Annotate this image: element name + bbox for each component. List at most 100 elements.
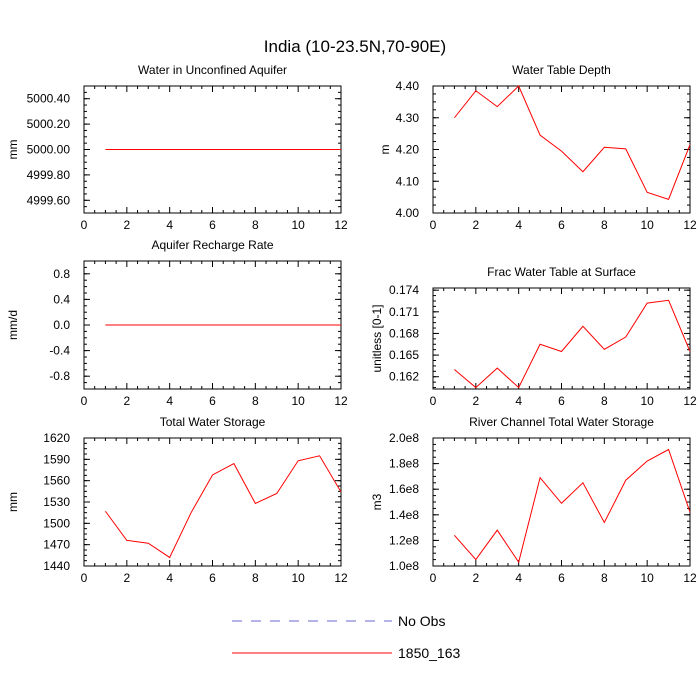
legend-label: 1850_163 (398, 645, 461, 661)
x-tick-label: 10 (640, 394, 654, 408)
plot-frame (432, 437, 691, 567)
y-tick-label: 4.10 (396, 174, 420, 188)
y-tick-label: 0.174 (389, 283, 419, 297)
chart-panel: Water Table Depth m 0 2 4 6 8 10 12 4.00 4.10 4.20 4… (378, 63, 697, 232)
y-tick-label: 1530 (43, 495, 70, 509)
x-tick-label: 4 (166, 571, 173, 585)
y-tick-label: 5000.00 (27, 143, 71, 157)
y-tick-label: 0.0 (53, 318, 70, 332)
figure-title: India (10-23.5N,70-90E) (264, 37, 446, 56)
y-tick-label: 1590 (43, 452, 70, 466)
x-tick-label: 8 (601, 394, 608, 408)
y-tick-label: 0.162 (389, 370, 419, 384)
chart-panel: Water in Unconfined Aquifer mm 0 2 4 6 8 10 12 49… (6, 63, 348, 232)
x-tick-label: 4 (166, 394, 173, 408)
x-tick-label: 2 (472, 571, 479, 585)
series-line (105, 455, 342, 559)
plot-frame (432, 287, 691, 390)
x-tick-label: 12 (683, 394, 697, 408)
series-line (454, 448, 691, 564)
x-tick-label: 2 (472, 218, 479, 232)
x-tick-label: 4 (515, 218, 522, 232)
legend-label: No Obs (398, 613, 445, 629)
chart-panel: Total Water Storage mm 0 2 4 6 8 10 12 1440 1470 15… (6, 415, 348, 585)
plot-frame (83, 437, 342, 567)
x-tick-label: 12 (334, 218, 348, 232)
y-tick-label: 5000.20 (27, 117, 71, 131)
y-axis-label: m (378, 145, 392, 155)
x-tick-label: 12 (334, 394, 348, 408)
x-tick-label: 6 (558, 394, 565, 408)
chart-title: Aquifer Recharge Rate (151, 238, 273, 252)
x-tick-label: 6 (558, 571, 565, 585)
y-tick-label: -0.8 (49, 369, 70, 383)
x-tick-label: 2 (472, 394, 479, 408)
y-tick-label: 5000.40 (27, 92, 71, 106)
x-tick-label: 10 (640, 218, 654, 232)
y-tick-label: 4.30 (396, 111, 420, 125)
x-tick-label: 2 (123, 394, 130, 408)
y-axis-label: mm (6, 140, 20, 160)
chart-panel: Aquifer Recharge Rate mm/d 0 2 4 6 8 10 12 -0.8 -0… (6, 238, 348, 408)
x-tick-label: 6 (209, 218, 216, 232)
y-tick-label: 1.2e8 (389, 533, 419, 547)
x-tick-label: 6 (558, 218, 565, 232)
x-tick-label: 12 (683, 571, 697, 585)
y-tick-label: 1620 (43, 431, 70, 445)
x-tick-label: 10 (640, 571, 654, 585)
x-tick-label: 4 (515, 394, 522, 408)
x-tick-label: 0 (81, 394, 88, 408)
y-tick-label: 1560 (43, 474, 70, 488)
y-tick-label: 4.20 (396, 143, 420, 157)
x-tick-label: 10 (291, 218, 305, 232)
chart-title: Total Water Storage (160, 415, 266, 429)
x-tick-label: 6 (209, 394, 216, 408)
y-tick-label: 1.8e8 (389, 457, 419, 471)
x-tick-label: 8 (601, 218, 608, 232)
x-tick-label: 10 (291, 394, 305, 408)
y-tick-label: 4999.80 (27, 168, 71, 182)
y-tick-label: 0.8 (53, 267, 70, 281)
chart-title: Water in Unconfined Aquifer (138, 63, 287, 77)
y-tick-label: 1.6e8 (389, 482, 419, 496)
x-tick-label: 12 (334, 571, 348, 585)
panels: Water in Unconfined Aquifer mm 0 2 4 6 8 10 12 49… (6, 63, 697, 585)
y-tick-label: 1.4e8 (389, 508, 419, 522)
y-tick-label: 1440 (43, 559, 70, 573)
x-tick-label: 10 (291, 571, 305, 585)
chart-panel: Frac Water Table at Surface unitless [0-1… (370, 265, 697, 408)
y-tick-label: 0.171 (389, 305, 419, 319)
x-tick-label: 2 (123, 571, 130, 585)
x-tick-label: 4 (166, 218, 173, 232)
y-tick-label: -0.4 (49, 344, 70, 358)
y-tick-label: 1.0e8 (389, 559, 419, 573)
x-tick-label: 0 (81, 571, 88, 585)
y-tick-label: 0.165 (389, 348, 419, 362)
x-tick-label: 0 (430, 394, 437, 408)
chart-title: Frac Water Table at Surface (487, 265, 636, 279)
y-axis-label: mm (6, 492, 20, 512)
y-tick-label: 1500 (43, 516, 70, 530)
y-tick-label: 4.40 (396, 79, 420, 93)
x-tick-label: 8 (601, 571, 608, 585)
y-axis-label: unitless [0-1] (370, 304, 384, 372)
y-tick-label: 0.168 (389, 326, 419, 340)
x-tick-label: 12 (683, 218, 697, 232)
chart-panel: River Channel Total Water Storage m3 0 2 4 6 8… (370, 415, 697, 585)
y-tick-label: 4.00 (396, 206, 420, 220)
x-tick-label: 8 (252, 218, 259, 232)
chart-title: Water Table Depth (512, 63, 611, 77)
y-axis-label: m3 (370, 493, 384, 510)
y-axis-label: mm/d (6, 310, 20, 340)
legend: No Obs 1850_163 (232, 613, 461, 661)
series-line (454, 299, 691, 389)
x-tick-label: 0 (81, 218, 88, 232)
x-tick-label: 0 (430, 218, 437, 232)
y-tick-label: 1470 (43, 538, 70, 552)
y-tick-label: 2.0e8 (389, 431, 419, 445)
x-tick-label: 6 (209, 571, 216, 585)
x-tick-label: 2 (123, 218, 130, 232)
x-tick-label: 0 (430, 571, 437, 585)
chart-title: River Channel Total Water Storage (469, 415, 654, 429)
